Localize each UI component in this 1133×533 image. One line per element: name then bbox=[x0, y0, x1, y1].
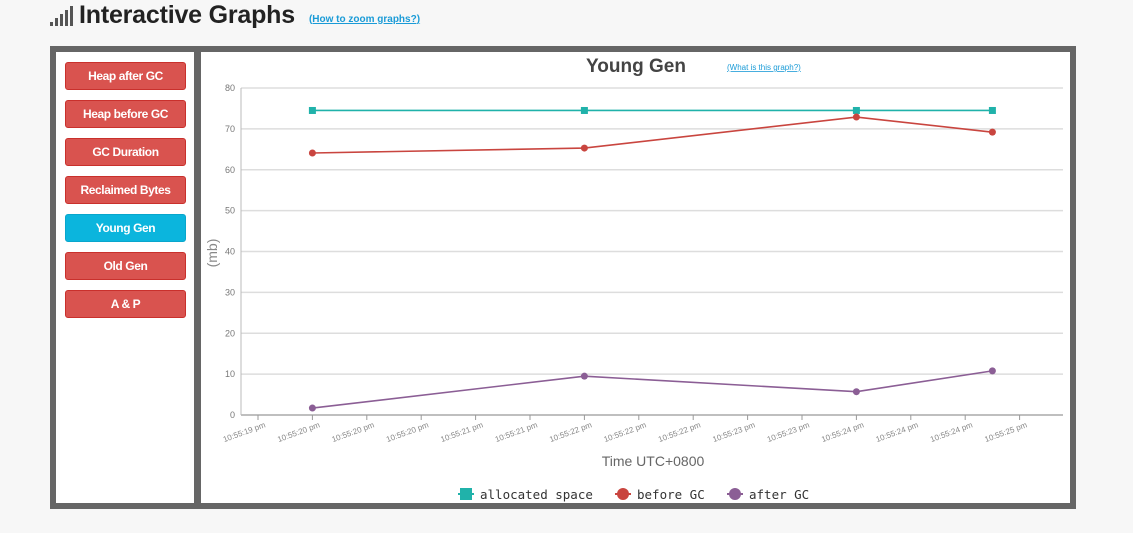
legend-marker bbox=[460, 488, 472, 500]
legend-marker bbox=[729, 488, 741, 500]
data-point[interactable] bbox=[852, 113, 860, 121]
x-axis-label: Time UTC+0800 bbox=[602, 453, 705, 469]
chart-area: Young Gen (What is this graph?) 0 10 20 30 4… bbox=[201, 52, 1070, 503]
y-tick-label: 30 bbox=[225, 287, 235, 297]
page-header: Interactive Graphs (How to zoom graphs?) bbox=[50, 0, 420, 30]
y-axis-ticks: 0 10 20 30 40 50 60 70 80 bbox=[225, 83, 235, 420]
y-tick-label: 70 bbox=[225, 124, 235, 134]
a-and-p-button[interactable]: A & P bbox=[65, 290, 186, 318]
x-tick-label: 10:55:24 pm bbox=[820, 420, 865, 444]
young-gen-chart: Young Gen (What is this graph?) 0 10 20 30 4… bbox=[204, 56, 1063, 502]
old-gen-button[interactable]: Old Gen bbox=[65, 252, 186, 280]
data-point[interactable] bbox=[988, 106, 996, 114]
x-tick-label: 10:55:24 pm bbox=[929, 420, 974, 444]
grid-lines bbox=[240, 87, 1063, 416]
y-tick-label: 0 bbox=[230, 410, 235, 420]
x-tick-label: 10:55:20 pm bbox=[276, 420, 321, 444]
what-is-this-graph-link[interactable]: (What is this graph?) bbox=[727, 63, 801, 72]
data-point[interactable] bbox=[852, 106, 860, 114]
x-tick-label: 10:55:22 pm bbox=[657, 420, 702, 444]
signal-bars-icon bbox=[50, 6, 73, 26]
data-point[interactable] bbox=[988, 128, 996, 136]
x-tick-label: 10:55:22 pm bbox=[548, 420, 593, 444]
young-gen-button[interactable]: Young Gen bbox=[65, 214, 186, 242]
y-tick-label: 50 bbox=[225, 206, 235, 216]
y-tick-label: 60 bbox=[225, 165, 235, 175]
x-tick-label: 10:55:19 pm bbox=[222, 420, 267, 444]
data-point[interactable] bbox=[580, 144, 588, 152]
data-point[interactable] bbox=[580, 372, 588, 380]
y-tick-label: 20 bbox=[225, 328, 235, 338]
x-tick-label: 10:55:21 pm bbox=[494, 420, 539, 444]
data-point[interactable] bbox=[308, 404, 316, 412]
x-tick-label: 10:55:25 pm bbox=[983, 420, 1028, 444]
heap-after-gc-button[interactable]: Heap after GC bbox=[65, 62, 186, 90]
legend-marker bbox=[617, 488, 629, 500]
x-tick-label: 10:55:20 pm bbox=[331, 420, 376, 444]
data-point[interactable] bbox=[580, 106, 588, 114]
data-point[interactable] bbox=[308, 106, 316, 114]
x-tick-label: 10:55:24 pm bbox=[875, 420, 920, 444]
graph-sidebar: Heap after GC Heap before GC GC Duration… bbox=[56, 52, 194, 503]
graph-panel: Heap after GC Heap before GC GC Duration… bbox=[50, 46, 1076, 509]
data-point[interactable] bbox=[852, 388, 860, 396]
gc-duration-button[interactable]: GC Duration bbox=[65, 138, 186, 166]
series-line-1 bbox=[312, 116, 993, 154]
reclaimed-bytes-button[interactable]: Reclaimed Bytes bbox=[65, 176, 186, 204]
heap-before-gc-button[interactable]: Heap before GC bbox=[65, 100, 186, 128]
y-tick-label: 10 bbox=[225, 369, 235, 379]
y-tick-label: 40 bbox=[225, 247, 235, 257]
x-axis-ticks: 10:55:19 pm 10:55:20 pm 10:55:20 pm 10:55:2… bbox=[222, 415, 1029, 444]
legend-label[interactable]: allocated space bbox=[480, 487, 593, 502]
x-tick-label: 10:55:21 pm bbox=[439, 420, 484, 444]
page-title: Interactive Graphs bbox=[79, 0, 295, 29]
series-line-2 bbox=[312, 370, 993, 409]
y-axis-label: (mb) bbox=[204, 239, 220, 268]
x-tick-label: 10:55:22 pm bbox=[603, 420, 648, 444]
chart-legend[interactable]: allocated space before GC after GC bbox=[458, 487, 809, 502]
x-tick-label: 10:55:20 pm bbox=[385, 420, 430, 444]
series-lines bbox=[308, 106, 996, 412]
data-point[interactable] bbox=[988, 367, 996, 375]
chart-title: Young Gen bbox=[586, 56, 686, 77]
data-point[interactable] bbox=[308, 149, 316, 157]
y-tick-label: 80 bbox=[225, 83, 235, 93]
zoom-help-link[interactable]: (How to zoom graphs?) bbox=[308, 13, 421, 25]
x-tick-label: 10:55:23 pm bbox=[711, 420, 756, 444]
x-tick-label: 10:55:23 pm bbox=[766, 420, 811, 444]
legend-label[interactable]: before GC bbox=[637, 487, 705, 502]
legend-label[interactable]: after GC bbox=[749, 487, 809, 502]
